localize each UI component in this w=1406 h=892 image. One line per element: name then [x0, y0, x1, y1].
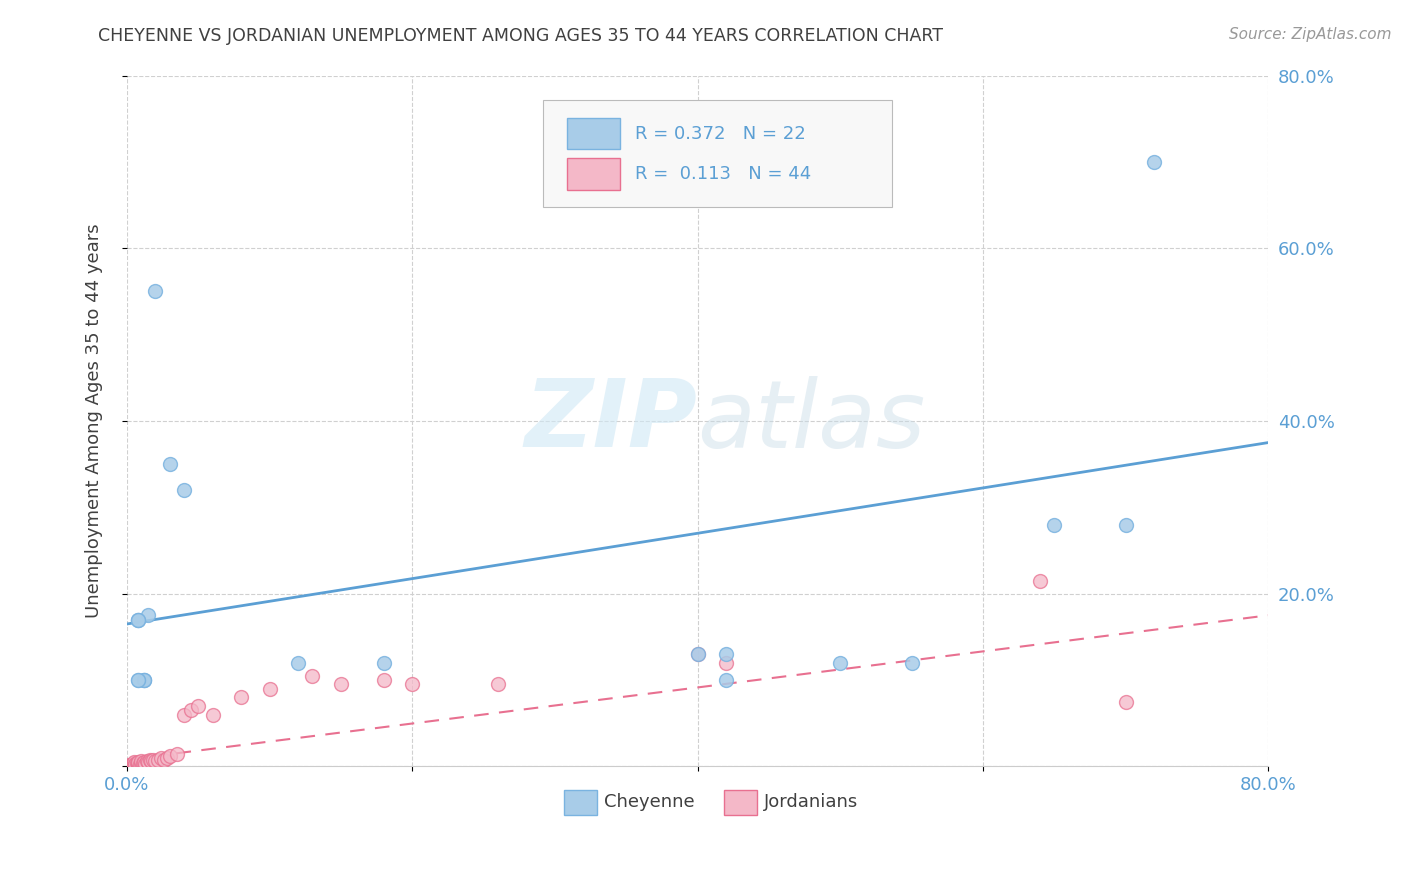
Point — [135, 754, 157, 768]
Point — [329, 677, 352, 691]
Point — [127, 673, 149, 687]
Text: Jordanians: Jordanians — [763, 793, 858, 812]
Point — [486, 677, 509, 691]
Point — [131, 756, 153, 770]
Point — [127, 756, 149, 770]
Point — [127, 756, 149, 771]
Point — [180, 703, 202, 717]
Point — [686, 647, 709, 661]
Point — [159, 457, 181, 471]
Point — [301, 669, 323, 683]
Y-axis label: Unemployment Among Ages 35 to 44 years: Unemployment Among Ages 35 to 44 years — [86, 224, 103, 618]
Text: Cheyenne: Cheyenne — [605, 793, 695, 812]
Point — [127, 613, 149, 627]
Point — [830, 656, 852, 670]
Point — [159, 749, 181, 764]
Point — [136, 755, 159, 769]
Point — [900, 656, 922, 670]
Point — [145, 754, 167, 768]
Point — [1115, 517, 1137, 532]
Point — [136, 608, 159, 623]
Point — [127, 673, 149, 687]
Text: R = 0.372   N = 22: R = 0.372 N = 22 — [634, 125, 806, 143]
Point — [714, 647, 737, 661]
Point — [173, 483, 195, 497]
Text: ZIP: ZIP — [524, 375, 697, 467]
FancyBboxPatch shape — [568, 158, 620, 189]
Point — [122, 756, 145, 770]
Point — [132, 673, 155, 687]
Point — [124, 757, 146, 772]
Point — [148, 753, 170, 767]
Point — [156, 751, 179, 765]
FancyBboxPatch shape — [564, 790, 598, 815]
Point — [132, 673, 155, 687]
Point — [153, 753, 176, 767]
Point — [686, 647, 709, 661]
Point — [173, 707, 195, 722]
Point — [145, 285, 167, 299]
Point — [166, 747, 188, 761]
Text: R =  0.113   N = 44: R = 0.113 N = 44 — [634, 165, 811, 183]
Point — [132, 755, 155, 769]
Point — [373, 673, 395, 687]
Point — [201, 707, 224, 722]
Point — [1029, 574, 1052, 588]
Point — [142, 753, 165, 767]
Point — [125, 756, 148, 770]
Point — [229, 690, 252, 705]
Point — [150, 751, 173, 765]
Point — [132, 673, 155, 687]
Text: Source: ZipAtlas.com: Source: ZipAtlas.com — [1229, 27, 1392, 42]
Point — [1115, 695, 1137, 709]
Point — [122, 755, 145, 769]
Point — [187, 699, 209, 714]
Point — [714, 656, 737, 670]
Point — [141, 754, 163, 768]
Point — [124, 756, 146, 771]
Point — [129, 756, 152, 770]
Point — [120, 757, 142, 772]
Point — [401, 677, 423, 691]
Text: CHEYENNE VS JORDANIAN UNEMPLOYMENT AMONG AGES 35 TO 44 YEARS CORRELATION CHART: CHEYENNE VS JORDANIAN UNEMPLOYMENT AMONG… — [98, 27, 943, 45]
Point — [128, 756, 150, 771]
Point — [127, 613, 149, 627]
Point — [129, 754, 152, 768]
Point — [138, 754, 160, 768]
FancyBboxPatch shape — [568, 118, 620, 150]
Point — [127, 755, 149, 769]
Point — [1143, 154, 1166, 169]
Point — [714, 673, 737, 687]
Point — [118, 757, 141, 772]
FancyBboxPatch shape — [544, 100, 891, 207]
Point — [134, 756, 156, 771]
Point — [373, 656, 395, 670]
Point — [287, 656, 309, 670]
Point — [127, 613, 149, 627]
Point — [1043, 517, 1066, 532]
FancyBboxPatch shape — [724, 790, 756, 815]
Text: atlas: atlas — [697, 376, 925, 467]
Point — [259, 681, 281, 696]
Point — [121, 756, 143, 771]
